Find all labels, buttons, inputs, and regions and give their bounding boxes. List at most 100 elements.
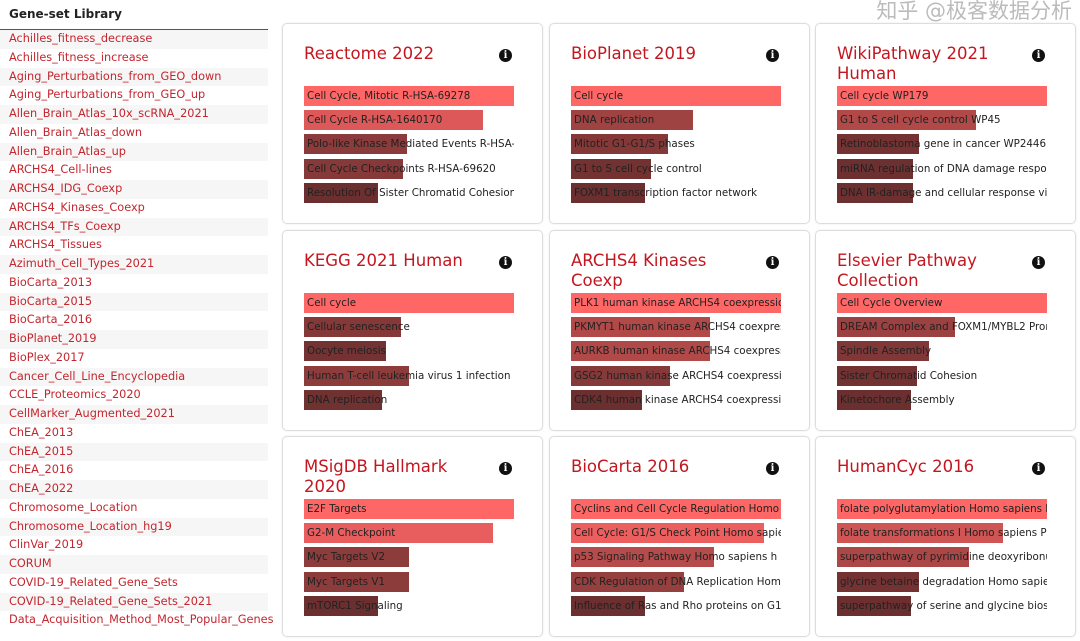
info-icon[interactable]: i [1032, 462, 1045, 475]
term-bar[interactable]: Sister Chromatid Cohesion [837, 365, 1047, 386]
term-bar[interactable]: miRNA regulation of DNA damage response [837, 158, 1047, 179]
sidebar-item-library[interactable]: BioPlanet_2019 [0, 330, 268, 349]
library-result-card[interactable]: MSigDB Hallmark 2020 i E2F Targets G2-M Ch… [282, 436, 543, 637]
card-title[interactable]: WikiPathway 2021 Human [837, 44, 989, 83]
term-bar[interactable]: Cell cycle WP179 [837, 86, 1047, 106]
card-title[interactable]: Elsevier Pathway Collection [837, 251, 977, 290]
term-bar[interactable]: Myc Targets V2 [304, 547, 514, 568]
term-bar[interactable]: FOXM1 transcription factor network [571, 182, 781, 203]
term-bar[interactable]: Cell Cycle: G1/S Check Point Homo sapien… [571, 523, 781, 544]
sidebar-item-library[interactable]: ClinVar_2019 [9, 538, 84, 552]
sidebar-item-library[interactable]: Cancer_Cell_Line_Encyclopedia [0, 367, 268, 387]
card-title[interactable]: BioCarta 2016 [571, 457, 690, 476]
library-result-card[interactable]: Reactome 2022 i Cell Cycle, Mitotic R-HSA… [282, 23, 543, 224]
term-bar[interactable]: Mitotic G1-G1/S phases [571, 134, 781, 155]
sidebar-item-library[interactable]: CORUM [0, 555, 268, 574]
card-title[interactable]: MSigDB Hallmark 2020 [304, 457, 448, 496]
info-icon[interactable]: i [766, 462, 779, 475]
sidebar-item-library[interactable]: ChEA_2022 [0, 480, 268, 499]
term-bar[interactable]: Human T-cell leukemia virus 1 infection [304, 365, 514, 386]
term-bar[interactable]: DNA replication [571, 110, 781, 131]
term-bar[interactable]: Cell Cycle Checkpoints R-HSA-69620 [304, 158, 514, 179]
sidebar-item-library[interactable]: ARCHS4_Kinases_Coexp [9, 200, 145, 214]
sidebar-item-library[interactable]: ARCHS4_Cell-lines [9, 163, 112, 177]
info-icon[interactable]: i [499, 462, 512, 475]
term-bar[interactable]: DREAM Complex and FOXM1/MYBL2 Promo [837, 317, 1047, 338]
term-bar[interactable]: GSG2 human kinase ARCHS4 coexpression [571, 365, 781, 386]
library-result-card[interactable]: KEGG 2021 Human i Cell cycle Cellular sene… [282, 230, 543, 431]
sidebar-item-library[interactable]: Achilles_fitness_increase [9, 50, 149, 64]
sidebar-item-library[interactable]: Allen_Brain_Atlas_down [9, 125, 143, 139]
sidebar-item-library[interactable]: Chromosome_Location [9, 500, 138, 514]
sidebar-item-library[interactable]: Chromosome_Location_hg19 [0, 517, 268, 537]
term-bar[interactable]: CDK Regulation of DNA Replication Homo s… [571, 571, 781, 592]
term-bar[interactable]: PLK1 human kinase ARCHS4 coexpression [571, 293, 781, 313]
sidebar-item-library[interactable]: ARCHS4_TFs_Coexp [0, 217, 268, 237]
sidebar-item-library[interactable]: Aging_Perturbations_from_GEO_down [0, 67, 268, 87]
term-bar[interactable]: superpathway of serine and glycine biosy… [837, 595, 1047, 616]
card-title[interactable]: BioPlanet 2019 [571, 44, 696, 63]
term-bar[interactable]: DNA IR-damage and cellular response via … [837, 182, 1047, 203]
sidebar-item-library[interactable]: COVID-19_Related_Gene_Sets [9, 575, 178, 589]
term-bar[interactable]: Polo-like Kinase Mediated Events R-HSA-1… [304, 134, 514, 155]
term-bar[interactable]: CDK4 human kinase ARCHS4 coexpression [571, 389, 781, 410]
term-bar[interactable]: DNA replication [304, 389, 514, 410]
sidebar-item-library[interactable]: Allen_Brain_Atlas_10x_scRNA_2021 [0, 105, 268, 124]
term-bar[interactable]: G1 to S cell cycle control [571, 158, 781, 179]
sidebar-item-library[interactable]: ARCHS4_IDG_Coexp [0, 180, 268, 199]
term-bar[interactable]: Retinoblastoma gene in cancer WP2446 [837, 134, 1047, 155]
sidebar-item-library[interactable]: BioCarta_2015 [0, 292, 268, 312]
info-icon[interactable]: i [499, 49, 512, 62]
sidebar-item-library[interactable]: Azimuth_Cell_Types_2021 [0, 255, 268, 274]
sidebar-item-library[interactable]: BioPlex_2017 [9, 350, 85, 364]
info-icon[interactable]: i [766, 256, 779, 269]
term-bar[interactable]: Cell Cycle R-HSA-1640170 [304, 110, 514, 131]
sidebar-item-library[interactable]: COVID-19_Related_Gene_Sets_2021 [0, 592, 268, 612]
term-bar[interactable]: Cell Cycle, Mitotic R-HSA-69278 [304, 86, 514, 106]
term-bar[interactable]: Kinetochore Assembly [837, 389, 1047, 410]
term-bar[interactable]: Influence of Ras and Rho proteins on G1 … [571, 595, 781, 616]
term-bar[interactable]: AURKB human kinase ARCHS4 coexpression [571, 341, 781, 362]
sidebar-item-library[interactable]: ChEA_2015 [0, 442, 268, 462]
library-result-card[interactable]: WikiPathway 2021 Human i Cell cycle WP179… [815, 23, 1076, 224]
sidebar-item-library[interactable]: ChEA_2016 [9, 463, 74, 477]
term-bar[interactable]: Oocyte meiosis [304, 341, 514, 362]
sidebar-item-library[interactable]: BioCarta_2016 [9, 313, 93, 327]
term-bar[interactable]: mTORC1 Signaling [304, 595, 514, 616]
library-result-card[interactable]: BioCarta 2016 i Cyclins and Cell Cycle Re… [549, 436, 810, 637]
info-icon[interactable]: i [1032, 49, 1045, 62]
sidebar-item-library[interactable]: Allen_Brain_Atlas_up [0, 142, 268, 162]
term-bar[interactable]: Cell Cycle Overview [837, 293, 1047, 313]
term-bar[interactable]: Cyclins and Cell Cycle Regulation Homo s… [571, 499, 781, 519]
sidebar-item-library[interactable]: ARCHS4_Tissues [9, 238, 102, 252]
info-icon[interactable]: i [499, 256, 512, 269]
card-title[interactable]: ARCHS4 Kinases Coexp [571, 251, 707, 290]
term-bar[interactable]: Cell cycle [304, 293, 514, 313]
library-result-card[interactable]: HumanCyc 2016 i folate polyglutamylation … [815, 436, 1076, 637]
card-title[interactable]: Reactome 2022 [304, 44, 435, 63]
library-result-card[interactable]: Elsevier Pathway Collection i Cell Cycle … [815, 230, 1076, 431]
info-icon[interactable]: i [1032, 256, 1045, 269]
sidebar-item-library[interactable]: CellMarker_Augmented_2021 [0, 405, 268, 424]
library-result-card[interactable]: BioPlanet 2019 i Cell cycle DNA replicatio… [549, 23, 810, 224]
term-bar[interactable]: p53 Signaling Pathway Homo sapiens h p53… [571, 547, 781, 568]
term-bar[interactable]: PKMYT1 human kinase ARCHS4 coexpressio [571, 317, 781, 338]
sidebar-item-library[interactable]: CCLE_Proteomics_2020 [9, 388, 141, 402]
term-bar[interactable]: G2-M Checkpoint [304, 523, 514, 544]
card-title[interactable]: HumanCyc 2016 [837, 457, 975, 476]
term-bar[interactable]: E2F Targets [304, 499, 514, 519]
term-bar[interactable]: G1 to S cell cycle control WP45 [837, 110, 1047, 131]
sidebar-item-library[interactable]: BioCarta_2013 [9, 275, 93, 289]
library-result-card[interactable]: ARCHS4 Kinases Coexp i PLK1 human kinase … [549, 230, 810, 431]
term-bar[interactable]: superpathway of pyrimidine deoxyribonucl… [837, 547, 1047, 568]
term-bar[interactable]: folate transformations I Homo sapiens PW… [837, 523, 1047, 544]
sidebar-item-library[interactable]: Achilles_fitness_decrease [0, 30, 268, 49]
term-bar[interactable]: glycine betaine degradation Homo sapiens [837, 571, 1047, 592]
sidebar-item-library[interactable]: Aging_Perturbations_from_GEO_up [9, 88, 206, 102]
card-title[interactable]: KEGG 2021 Human [304, 251, 463, 270]
sidebar-item-library[interactable]: Data_Acquisition_Method_Most_Popular_Gen… [9, 613, 274, 627]
term-bar[interactable]: Myc Targets V1 [304, 571, 514, 592]
term-bar[interactable]: Resolution Of Sister Chromatid Cohesion … [304, 182, 514, 203]
sidebar-item-library[interactable]: ChEA_2013 [9, 425, 74, 439]
info-icon[interactable]: i [766, 49, 779, 62]
